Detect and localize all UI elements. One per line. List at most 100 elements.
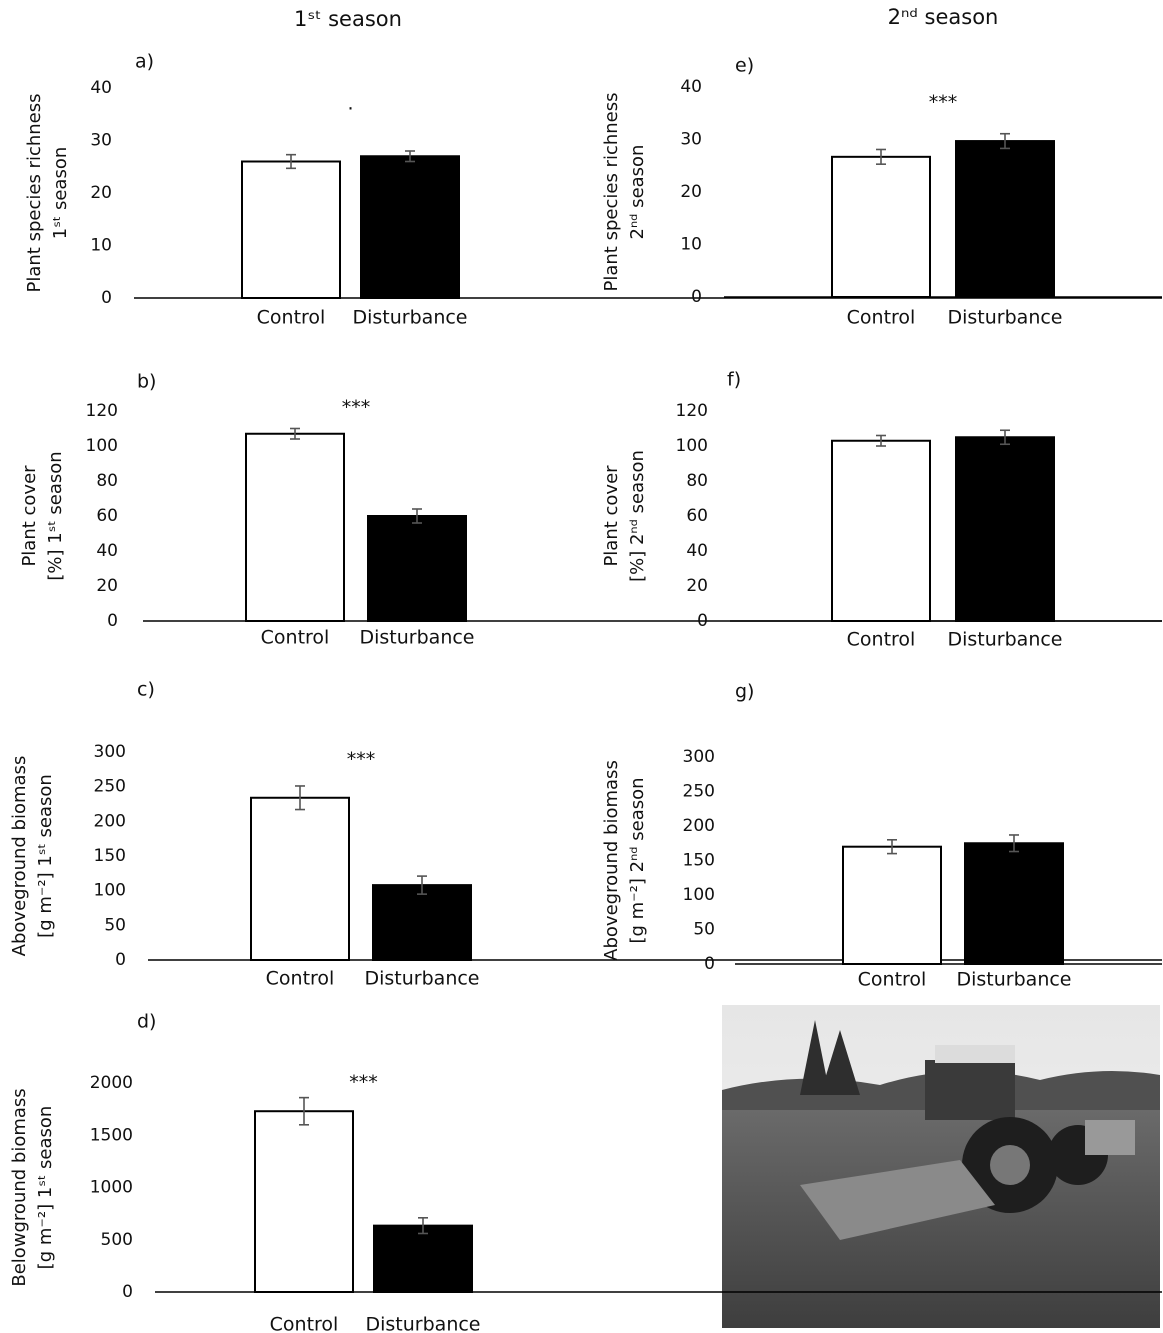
bar [373,1224,473,1293]
y-axis-title-line: [g m⁻²] 1ˢᵗ season [35,774,56,938]
category-label: Disturbance [366,1314,481,1333]
y-tick-label: 100 [683,885,715,905]
y-tick-label: 40 [90,78,112,98]
y-axis-title: Plant cover [%] 1ˢᵗ season [19,451,66,580]
y-axis-title-line: Plant species richness [24,94,45,293]
significance: *** [929,92,958,114]
panel-label: f) [727,369,741,391]
y-tick-label: 2000 [90,1073,133,1093]
y-tick-label: 500 [101,1230,133,1250]
category-label: Control [266,968,335,990]
y-axis-title-line: [g m⁻²] 2ⁿᵈ season [627,777,648,943]
y-axis-title-line: 2ⁿᵈ season [627,145,648,240]
y-tick-label: 150 [683,851,715,871]
y-tick-label: 10 [680,235,702,255]
y-tick-label: 300 [683,747,715,767]
panel-label: g) [735,681,754,703]
category-label: Disturbance [353,307,468,329]
panel-label: c) [137,679,155,701]
panel-label: a) [135,51,154,73]
y-tick-label: 60 [686,506,708,526]
panel: c)Aboveground biomass [g m⁻²] 1ˢᵗ season0… [9,679,1162,990]
y-tick-label: 0 [101,288,112,308]
y-tick-label: 100 [94,881,126,901]
y-tick-label: 50 [104,915,126,935]
y-tick-label: 80 [686,471,708,491]
y-tick-label: 10 [90,236,112,256]
y-tick-label: 0 [697,611,708,631]
error-bar [1000,429,1010,446]
error-bar [417,875,427,895]
panel-label: d) [137,1011,156,1033]
y-axis-title-line: 1ˢᵗ season [50,147,71,239]
column-header: 2ⁿᵈ season [888,5,999,29]
y-tick-label: 0 [115,950,126,970]
error-bar [887,838,897,855]
y-tick-label: 0 [691,287,702,307]
panel-label: e) [735,55,754,77]
error-bar [290,427,300,440]
bar [955,140,1055,298]
y-tick-label: 1500 [90,1125,133,1145]
error-bar [876,148,886,165]
y-tick-label: 80 [96,471,118,491]
y-axis-title-line: Belowground biomass [9,1088,30,1286]
y-tick-label: 0 [704,954,715,974]
panel: d) Belowground biomass [g m⁻²] 1ˢᵗ season 0… [9,1011,1162,1333]
category-label: Control [847,307,916,329]
column-header: 1ˢᵗ season [294,7,402,31]
bar [955,436,1055,622]
error-bar [1000,132,1010,150]
error-bar [1009,834,1019,853]
y-tick-label: 0 [107,611,118,631]
y-tick-label: 20 [90,183,112,203]
category-label: Control [847,629,916,651]
category-label: Disturbance [360,627,475,649]
y-tick-label: 1000 [90,1178,133,1198]
bar [367,515,467,622]
significance: *** [349,1072,378,1094]
panel: e) Plant species richness 2ⁿᵈ season 0 10 20 3… [601,55,1162,329]
y-tick-label: 250 [94,777,126,797]
y-tick-label: 120 [86,401,118,421]
bar [831,439,931,622]
y-tick-label: 40 [686,541,708,561]
y-axis-title-line: [g m⁻²] 1ˢᵗ season [35,1106,56,1270]
category-label: Control [858,969,927,991]
bar [241,160,341,299]
y-tick-label: 20 [96,576,118,596]
error-bar [299,1096,309,1126]
y-axis-title: Plant species richness 1ˢᵗ season [24,94,71,293]
significance: *** [342,397,371,419]
error-bar [286,153,296,170]
y-tick-label: 40 [680,77,702,97]
category-label: Disturbance [948,307,1063,329]
y-axis-title: Plant species richness 2ⁿᵈ season [601,93,648,292]
panel-label: b) [137,371,156,393]
error-bar [405,150,415,163]
y-axis-title-line: Aboveground biomass [9,756,30,957]
error-bar [418,1217,428,1235]
y-tick-label: 150 [94,846,126,866]
bar [360,155,460,299]
bar [254,1110,354,1293]
y-axis-title-line: Aboveground biomass [601,760,622,961]
y-tick-label: 50 [693,920,715,940]
category-label: Control [257,307,326,329]
y-tick-label: 30 [90,131,112,151]
bar [831,155,931,298]
y-tick-label: 200 [94,811,126,831]
significance: *** [347,749,376,771]
category-label: Control [261,627,330,649]
y-tick-label: 200 [683,816,715,836]
y-axis-title-line: Plant cover [601,465,622,567]
y-axis-title: Aboveground biomass [g m⁻²] 1ˢᵗ season [9,756,56,957]
error-bar [412,508,422,524]
bar [964,842,1064,965]
y-tick-label: 0 [122,1282,133,1302]
y-axis-title-line: Plant cover [19,465,40,567]
error-bar [876,434,886,447]
bar [245,432,345,622]
y-tick-label: 30 [680,130,702,150]
y-axis-title: Plant cover [%] 2ⁿᵈ season [601,450,648,582]
